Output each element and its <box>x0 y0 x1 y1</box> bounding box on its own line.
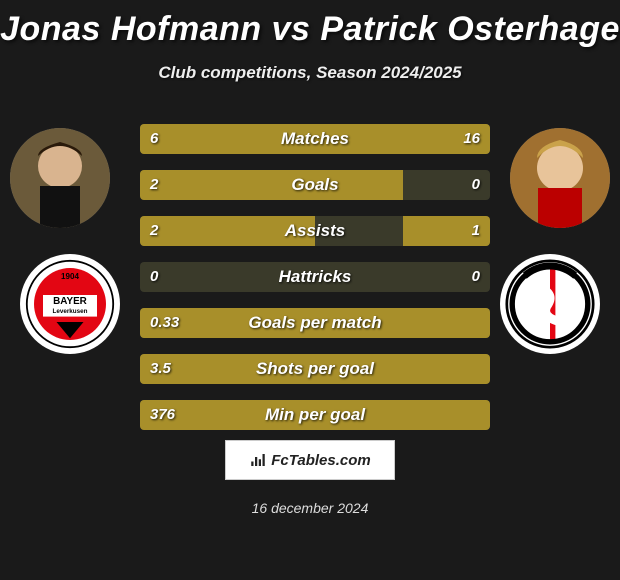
svg-text:Leverkusen: Leverkusen <box>52 308 87 315</box>
stat-row-goals: 2 Goals 0 <box>140 170 490 200</box>
stat-label: Shots per goal <box>140 354 490 384</box>
svg-text:1904: 1904 <box>61 272 79 281</box>
bar-chart-icon <box>249 451 267 469</box>
stat-label: Goals <box>140 170 490 200</box>
avatar-placeholder-icon <box>510 128 610 228</box>
page-title: Jonas Hofmann vs Patrick Osterhage <box>0 0 620 49</box>
stat-value-right: 0 <box>462 170 490 200</box>
footer-brand-text: FcTables.com <box>271 452 370 469</box>
player-right-avatar <box>510 128 610 228</box>
team-left-badge: BAYER Leverkusen 1904 <box>20 254 120 354</box>
stat-row-min-per-goal: 376 Min per goal <box>140 400 490 430</box>
stat-value-right: 16 <box>453 124 490 154</box>
stat-label: Goals per match <box>140 308 490 338</box>
footer-brand-badge[interactable]: FcTables.com <box>225 440 395 480</box>
player-left-avatar <box>10 128 110 228</box>
stat-label: Assists <box>140 216 490 246</box>
stat-row-assists: 2 Assists 1 <box>140 216 490 246</box>
page-subtitle: Club competitions, Season 2024/2025 <box>0 63 620 83</box>
stat-row-shots-per-goal: 3.5 Shots per goal <box>140 354 490 384</box>
stat-value-right: 0 <box>462 262 490 292</box>
stat-label: Hattricks <box>140 262 490 292</box>
avatar-placeholder-icon <box>10 128 110 228</box>
sc-freiburg-badge-icon: C <box>505 259 595 349</box>
stat-row-goals-per-match: 0.33 Goals per match <box>140 308 490 338</box>
stat-label: Matches <box>140 124 490 154</box>
stat-label: Min per goal <box>140 400 490 430</box>
bayer-leverkusen-badge-icon: BAYER Leverkusen 1904 <box>25 259 115 349</box>
svg-text:BAYER: BAYER <box>53 296 87 307</box>
stats-container: 6 Matches 16 2 Goals 0 2 Assists 1 0 Hat… <box>140 124 490 446</box>
team-right-badge: C <box>500 254 600 354</box>
stat-row-hattricks: 0 Hattricks 0 <box>140 262 490 292</box>
stat-row-matches: 6 Matches 16 <box>140 124 490 154</box>
stat-value-right: 1 <box>462 216 490 246</box>
footer-date: 16 december 2024 <box>0 500 620 516</box>
svg-text:C: C <box>563 294 577 316</box>
